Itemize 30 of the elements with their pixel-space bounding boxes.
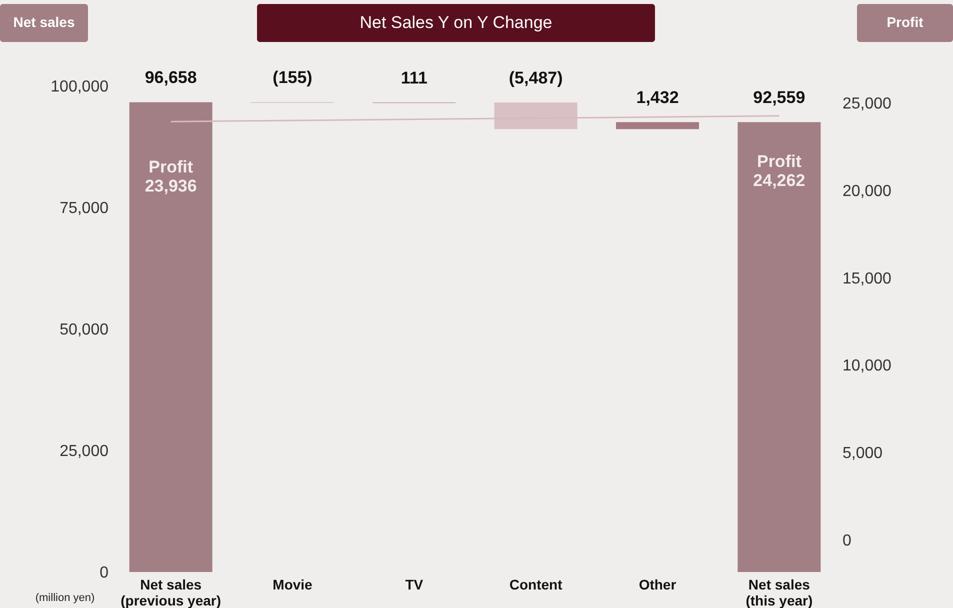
data-label: Profit 23,936 — [144, 158, 197, 196]
data-label: (5,487) — [508, 68, 563, 88]
x-tick-label: Content — [509, 576, 563, 592]
y2-axis-title: Profit — [886, 14, 924, 30]
data-label: (155) — [272, 68, 312, 88]
data-label: Profit 24,262 — [753, 152, 806, 190]
y-tick-label: 25,000 — [60, 443, 109, 460]
bar — [129, 102, 212, 572]
y-tick-label: 0 — [100, 564, 109, 582]
y-tick-label: 100,000 — [50, 78, 109, 96]
chart-title: Net Sales Y on Y Change — [360, 13, 552, 32]
y-tick-label: 75,000 — [60, 200, 109, 217]
y2-tick-label: 10,000 — [842, 358, 892, 375]
y2-tick-label: 5,000 — [842, 445, 883, 462]
data-label: 96,658 — [144, 68, 197, 88]
data-label: 111 — [400, 68, 428, 88]
x-tick-label: Other — [638, 576, 677, 592]
y-axis-title: Net sales — [13, 14, 75, 30]
y-tick-label: 50,000 — [60, 322, 109, 338]
y2-tick-label: 15,000 — [842, 270, 892, 288]
data-label: 1,432 — [636, 88, 679, 108]
data-label: 92,559 — [753, 88, 806, 108]
y2-tick-label: 20,000 — [842, 182, 892, 200]
bar — [738, 122, 821, 572]
text: (million yen) — [35, 592, 95, 604]
y2-tick-label: 25,000 — [842, 96, 892, 112]
y2-tick-label: 0 — [842, 532, 852, 550]
x-tick-label: Movie — [272, 576, 313, 592]
bar — [616, 122, 699, 130]
x-tick-label: TV — [405, 576, 424, 592]
